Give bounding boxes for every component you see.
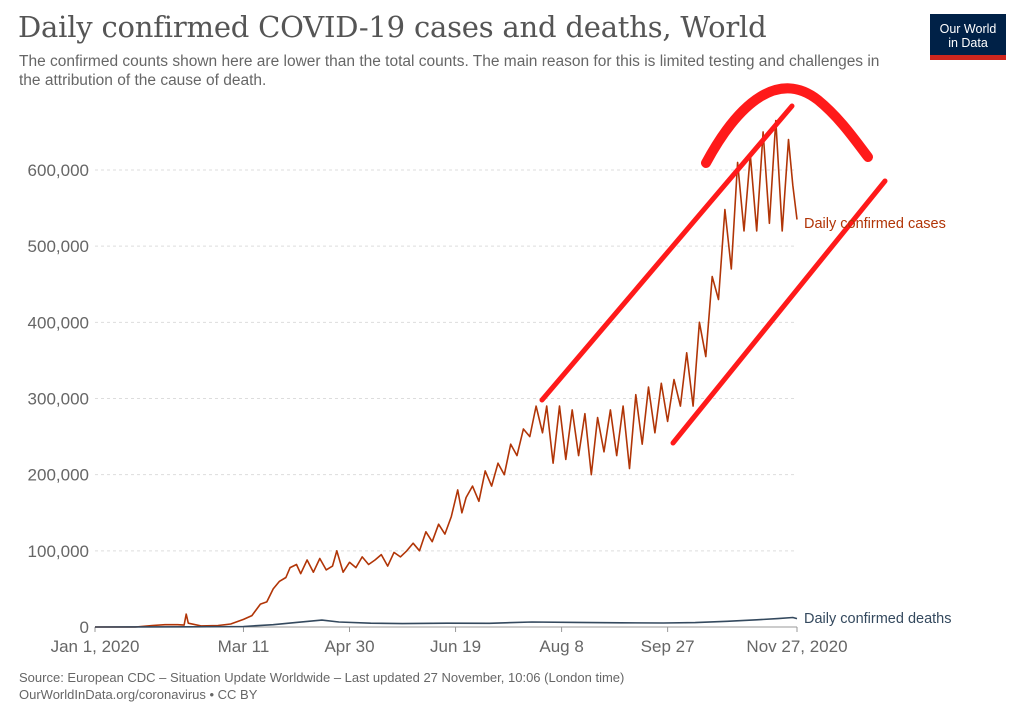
annotation-layer bbox=[539, 83, 888, 446]
owid-logo[interactable]: Our World in Data bbox=[930, 14, 1006, 60]
x-tick-label: Nov 27, 2020 bbox=[746, 637, 847, 656]
y-tick-label: 500,000 bbox=[28, 237, 89, 256]
y-tick-label: 600,000 bbox=[28, 161, 89, 180]
series-label: Daily confirmed cases bbox=[804, 216, 946, 232]
x-tick-label: Sep 27 bbox=[641, 637, 695, 656]
y-tick-label: 300,000 bbox=[28, 390, 89, 409]
logo-line-2: in Data bbox=[948, 36, 988, 50]
annotation-lower-line bbox=[670, 178, 888, 446]
y-tick-label: 400,000 bbox=[28, 313, 89, 332]
series-label: Daily confirmed deaths bbox=[804, 611, 952, 627]
x-tick-label: Mar 11 bbox=[218, 637, 270, 656]
series-line-deaths bbox=[94, 616, 798, 628]
credit-note: OurWorldInData.org/coronavirus • CC BY bbox=[19, 687, 258, 702]
y-tick-label: 100,000 bbox=[28, 542, 89, 561]
y-tick-label: 200,000 bbox=[28, 466, 89, 485]
source-note: Source: European CDC – Situation Update … bbox=[19, 670, 625, 685]
x-tick-label: Apr 30 bbox=[324, 637, 374, 656]
chart-subtitle: The confirmed counts shown here are lowe… bbox=[19, 53, 880, 89]
footer: Source: European CDC – Situation Update … bbox=[19, 669, 624, 703]
logo-line-1: Our World bbox=[939, 22, 997, 36]
x-tick-label: Jan 1, 2020 bbox=[51, 637, 140, 656]
x-tick-label: Aug 8 bbox=[539, 637, 583, 656]
label-layer: 0 100,000 200,000 300,000 400,000 500,000 600,… bbox=[28, 161, 952, 656]
annotation-upper-line bbox=[539, 103, 795, 403]
series-line-cases bbox=[95, 119, 798, 628]
grid-layer bbox=[94, 169, 798, 632]
x-tick-label: Jun 19 bbox=[430, 637, 481, 656]
y-tick-label: 0 bbox=[80, 618, 89, 637]
series-layer bbox=[94, 119, 798, 628]
annotation-peak-arc bbox=[701, 83, 873, 168]
chart-title: Daily confirmed COVID-19 cases and death… bbox=[18, 10, 767, 44]
